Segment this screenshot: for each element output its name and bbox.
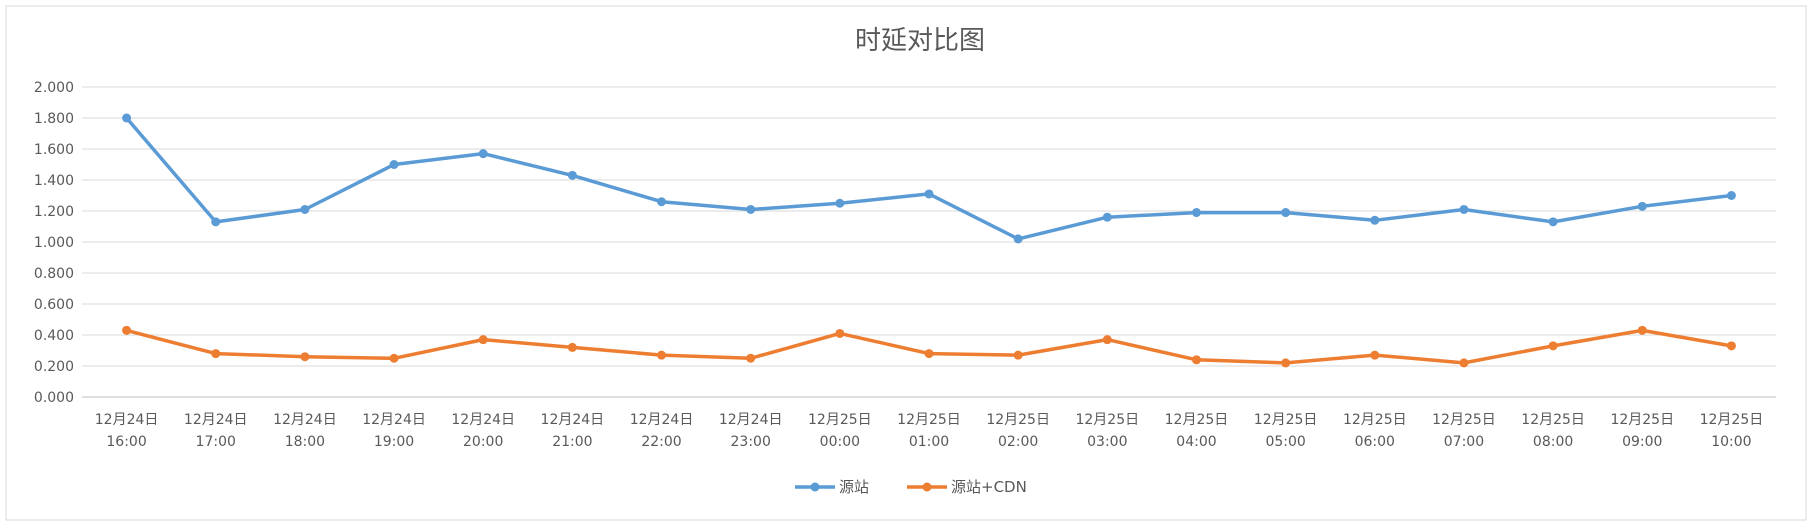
legend: 源站 源站+CDN bbox=[795, 478, 1027, 496]
data-point bbox=[300, 204, 310, 214]
chart-title: 时延对比图 bbox=[855, 26, 985, 56]
legend-label-1: 源站 bbox=[839, 478, 869, 496]
x-tick-label: 12月25日 06:00 bbox=[1343, 412, 1407, 450]
data-point bbox=[567, 170, 577, 180]
x-tick-label: 12月24日 21:00 bbox=[541, 412, 605, 450]
data-point bbox=[1102, 335, 1112, 345]
data-point bbox=[835, 198, 845, 208]
data-point bbox=[1013, 234, 1023, 244]
x-tick-label: 12月24日 16:00 bbox=[95, 412, 159, 450]
y-tick-label: 0.400 bbox=[34, 328, 74, 344]
legend-marker-1 bbox=[810, 482, 820, 492]
y-tick-label: 1.800 bbox=[34, 111, 74, 127]
data-point bbox=[122, 325, 132, 335]
data-point bbox=[1548, 341, 1558, 351]
data-point bbox=[300, 352, 310, 362]
data-point bbox=[835, 328, 845, 338]
x-tick-label: 12月25日 03:00 bbox=[1075, 412, 1139, 450]
data-point bbox=[211, 217, 221, 227]
x-tick-label: 12月24日 19:00 bbox=[362, 412, 426, 450]
x-tick-label: 12月24日 20:00 bbox=[451, 412, 515, 450]
x-tick-label: 12月24日 17:00 bbox=[184, 412, 248, 450]
data-point bbox=[1459, 204, 1469, 214]
x-tick-label: 12月25日 09:00 bbox=[1610, 412, 1674, 450]
data-point bbox=[1637, 201, 1647, 211]
data-point bbox=[1013, 350, 1023, 360]
chart-frame bbox=[5, 5, 1807, 521]
data-point bbox=[746, 353, 756, 363]
y-tick-label: 0.800 bbox=[34, 266, 74, 282]
gridlines bbox=[82, 86, 1776, 398]
data-point bbox=[924, 349, 934, 359]
y-tick-label: 2.000 bbox=[34, 80, 74, 96]
data-point bbox=[389, 160, 399, 169]
data-point bbox=[122, 113, 132, 123]
x-tick-label: 12月25日 02:00 bbox=[986, 412, 1050, 450]
data-point bbox=[1548, 217, 1558, 227]
y-tick-label: 1.400 bbox=[34, 173, 74, 189]
data-point bbox=[478, 149, 488, 159]
x-tick-label: 12月25日 01:00 bbox=[897, 412, 961, 450]
y-tick-label: 0.200 bbox=[34, 359, 74, 375]
data-point bbox=[211, 349, 221, 359]
data-point bbox=[1191, 355, 1201, 365]
data-point bbox=[657, 350, 667, 360]
x-tick-label: 12月25日 00:00 bbox=[808, 412, 872, 450]
data-point bbox=[1191, 208, 1201, 218]
data-point bbox=[1459, 358, 1469, 368]
y-tick-label: 1.600 bbox=[34, 142, 74, 158]
legend-label-2: 源站+CDN bbox=[951, 478, 1027, 496]
y-tick-label: 0.000 bbox=[34, 390, 74, 406]
y-tick-label: 0.600 bbox=[34, 297, 74, 313]
x-tick-label: 12月25日 04:00 bbox=[1165, 412, 1229, 450]
x-tick-label: 12月25日 05:00 bbox=[1254, 412, 1318, 450]
data-point bbox=[1726, 191, 1736, 200]
x-tick-label: 12月25日 08:00 bbox=[1521, 412, 1585, 450]
data-point bbox=[1726, 341, 1736, 351]
data-point bbox=[1102, 212, 1112, 222]
data-point bbox=[1281, 358, 1291, 368]
x-tick-label: 12月24日 18:00 bbox=[273, 412, 337, 450]
y-tick-label: 1.000 bbox=[34, 235, 74, 251]
data-point bbox=[1281, 208, 1291, 218]
data-point bbox=[1370, 215, 1380, 225]
data-point bbox=[1370, 350, 1380, 360]
series-layer bbox=[122, 113, 1736, 368]
data-point bbox=[924, 189, 934, 199]
y-axis: 0.000 0.200 0.400 0.600 0.800 1.000 1.200 1.400… bbox=[34, 80, 74, 406]
y-tick-label: 1.200 bbox=[34, 204, 74, 220]
legend-marker-2 bbox=[922, 482, 932, 492]
data-point bbox=[478, 335, 488, 345]
x-tick-label: 12月25日 10:00 bbox=[1700, 412, 1764, 450]
x-tick-label: 12月25日 07:00 bbox=[1432, 412, 1496, 450]
data-point bbox=[657, 197, 667, 207]
data-point bbox=[389, 353, 399, 363]
x-axis: 12月24日 16:00 12月24日 17:00 12月24日 18:00 12月24日 1… bbox=[95, 412, 1763, 450]
data-point bbox=[746, 204, 756, 214]
data-point bbox=[567, 342, 577, 352]
x-tick-label: 12月24日 23:00 bbox=[719, 412, 783, 450]
x-tick-label: 12月24日 22:00 bbox=[630, 412, 694, 450]
data-point bbox=[1637, 325, 1647, 335]
